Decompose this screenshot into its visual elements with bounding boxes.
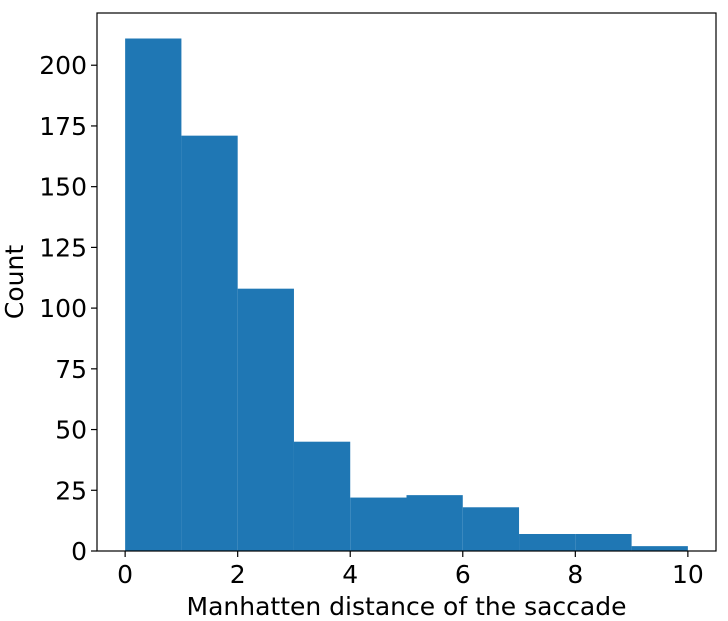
bars-group [125, 38, 688, 551]
y-axis-label: Count [0, 245, 29, 319]
histogram-bar [406, 495, 463, 551]
x-axis-label: Manhatten distance of the saccade [187, 592, 627, 621]
histogram-bar [519, 533, 576, 551]
x-axis-ticks: 0 2 4 6 8 10 [117, 551, 704, 589]
histogram-bar [575, 533, 632, 551]
x-tick-label: 0 [117, 560, 133, 589]
histogram-bar [631, 546, 688, 551]
x-tick-label: 4 [342, 560, 358, 589]
y-tick-label: 200 [39, 51, 87, 80]
y-tick-label: 125 [39, 233, 87, 262]
histogram-bar [350, 497, 407, 551]
histogram-bar [462, 507, 520, 551]
y-tick-label: 75 [55, 355, 87, 384]
histogram-bar [125, 38, 182, 551]
x-tick-label: 8 [567, 560, 583, 589]
x-tick-label: 2 [230, 560, 246, 589]
y-tick-label: 50 [55, 416, 87, 445]
histogram-bar [237, 288, 294, 551]
histogram-bar [181, 135, 238, 551]
x-tick-label: 10 [672, 560, 704, 589]
x-tick-label: 6 [455, 560, 471, 589]
y-tick-label: 25 [55, 476, 87, 505]
y-tick-label: 0 [71, 537, 87, 566]
y-tick-label: 100 [39, 294, 87, 323]
y-tick-label: 150 [39, 173, 87, 202]
plot-frame [96, 12, 717, 552]
y-axis-ticks: 0 25 50 75 100 125 150 175 200 [39, 51, 97, 566]
histogram-bar [293, 441, 351, 551]
y-tick-label: 175 [39, 112, 87, 141]
